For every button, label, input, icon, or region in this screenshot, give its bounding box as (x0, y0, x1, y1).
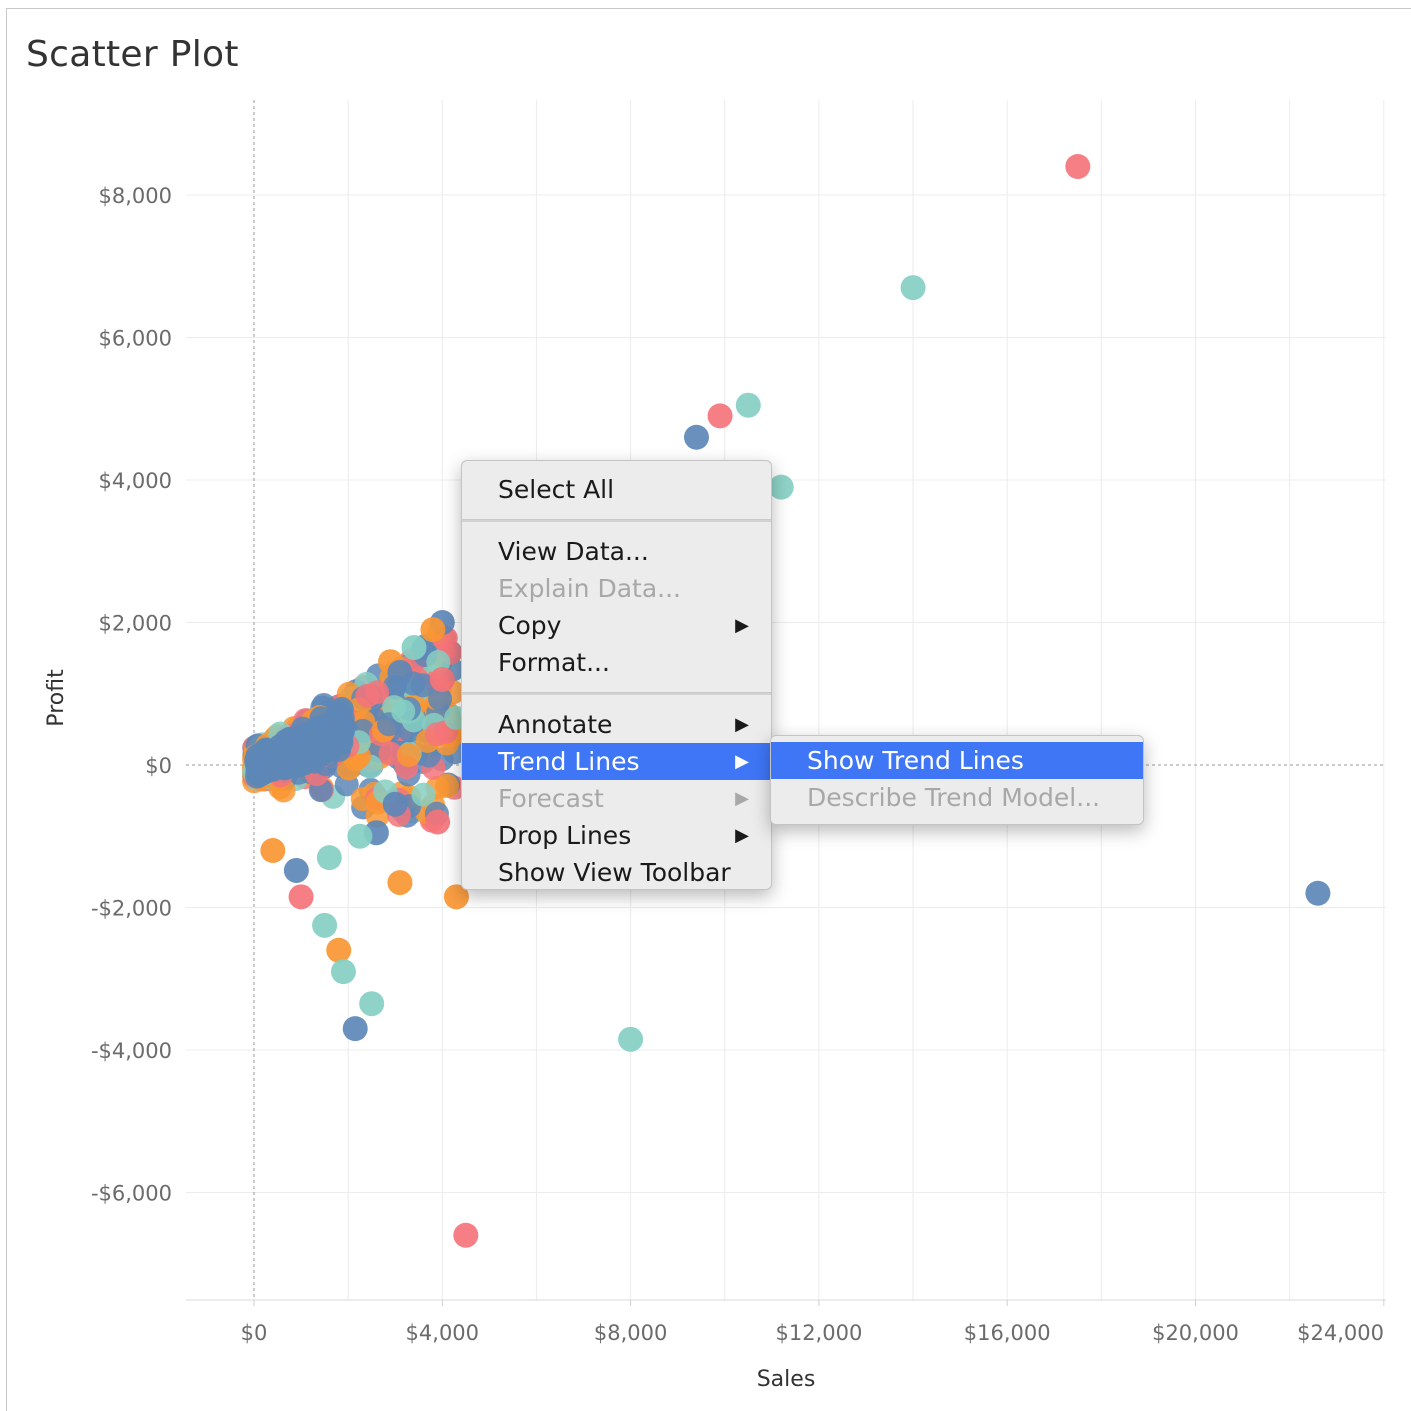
menu-separator (462, 692, 771, 695)
data-point[interactable] (387, 870, 413, 896)
menu-item-forecast[interactable]: Forecast ▶ (462, 780, 771, 817)
cluster-point[interactable] (428, 686, 453, 711)
menu-item-label: Explain Data... (498, 574, 681, 603)
data-point[interactable] (342, 1016, 368, 1042)
trend-lines-submenu[interactable]: Show Trend Lines Describe Trend Model... (770, 735, 1144, 825)
menu-separator (462, 519, 771, 522)
menu-item-format[interactable]: Format... (462, 644, 771, 681)
data-point[interactable] (443, 884, 469, 910)
menu-item-annotate[interactable]: Annotate ▶ (462, 706, 771, 743)
y-tick-label: $6,000 (99, 327, 172, 351)
y-axis-title: Profit (44, 669, 69, 727)
data-point[interactable] (429, 667, 455, 692)
cluster-point[interactable] (410, 673, 435, 698)
submenu-arrow-icon: ▶ (735, 825, 749, 846)
x-tick-label: $4,000 (406, 1321, 479, 1345)
data-point[interactable] (735, 392, 761, 418)
x-tick-label: $20,000 (1152, 1321, 1239, 1345)
axis-ticks: $8,000 $6,000 $4,000 $2,000 $0 -$2,000 -$4,000… (91, 184, 1385, 1345)
data-point[interactable] (768, 474, 794, 500)
y-tick-label: $0 (145, 754, 172, 778)
menu-item-select-all[interactable]: Select All (462, 471, 771, 508)
submenu-arrow-icon: ▶ (735, 714, 749, 735)
menu-item-label: Annotate (498, 710, 613, 739)
data-point[interactable] (387, 659, 413, 685)
data-point[interactable] (316, 845, 342, 871)
submenu-arrow-icon: ▶ (735, 751, 749, 772)
menu-item-show-trend-lines[interactable]: Show Trend Lines (771, 742, 1143, 779)
cluster-point[interactable] (328, 718, 353, 743)
data-point[interactable] (401, 634, 427, 660)
context-menu[interactable]: Select All View Data... Explain Data... Cop… (461, 460, 772, 890)
data-point[interactable] (1305, 880, 1331, 906)
menu-item-label: Select All (498, 475, 615, 504)
data-point[interactable] (283, 857, 309, 883)
x-tick-label: $0 (241, 1321, 268, 1345)
x-tick-label: $24,000 (1297, 1321, 1384, 1345)
menu-item-label: Drop Lines (498, 821, 632, 850)
cluster-point[interactable] (396, 743, 421, 768)
y-tick-label: $2,000 (99, 612, 172, 636)
cluster-point[interactable] (435, 773, 460, 798)
menu-item-label: Show View Toolbar (498, 858, 731, 887)
menu-item-label: Forecast (498, 784, 604, 813)
menu-item-view-data[interactable]: View Data... (462, 533, 771, 570)
data-point[interactable] (330, 959, 356, 985)
menu-item-describe-trend-model[interactable]: Describe Trend Model... (771, 779, 1143, 816)
menu-item-trend-lines[interactable]: Trend Lines ▶ (462, 743, 771, 780)
menu-item-label: Describe Trend Model... (807, 783, 1101, 812)
data-point[interactable] (684, 424, 710, 450)
sheet-title: Scatter Plot (26, 34, 239, 75)
cluster-point[interactable] (282, 739, 307, 764)
menu-item-explain-data[interactable]: Explain Data... (462, 570, 771, 607)
data-point[interactable] (425, 809, 451, 835)
dense-point-cluster[interactable] (242, 621, 469, 833)
data-point[interactable] (618, 1026, 644, 1052)
menu-item-show-view-toolbar[interactable]: Show View Toolbar (462, 854, 771, 891)
y-tick-label: -$2,000 (91, 897, 172, 921)
data-point[interactable] (453, 1222, 479, 1248)
cluster-point[interactable] (391, 699, 416, 724)
x-tick-label: $16,000 (964, 1321, 1051, 1345)
data-point[interactable] (312, 912, 338, 938)
y-tick-label: -$4,000 (91, 1039, 172, 1063)
y-tick-label: $8,000 (99, 184, 172, 208)
x-tick-label: $8,000 (594, 1321, 667, 1345)
data-points[interactable] (260, 154, 1331, 1248)
data-point[interactable] (347, 823, 373, 849)
menu-item-label: Trend Lines (498, 747, 640, 776)
x-tick-label: $12,000 (775, 1321, 862, 1345)
cluster-point[interactable] (365, 680, 390, 705)
data-point[interactable] (1065, 154, 1091, 179)
data-point[interactable] (326, 937, 352, 963)
submenu-arrow-icon: ▶ (735, 788, 749, 809)
data-point[interactable] (288, 884, 314, 910)
data-point[interactable] (260, 838, 286, 863)
menu-item-label: Format... (498, 648, 610, 677)
y-tick-label: $4,000 (99, 469, 172, 493)
data-point[interactable] (359, 991, 385, 1017)
submenu-arrow-icon: ▶ (735, 615, 749, 636)
cluster-point[interactable] (378, 741, 403, 766)
menu-item-label: Show Trend Lines (807, 746, 1024, 775)
menu-item-label: View Data... (498, 537, 649, 566)
data-point[interactable] (420, 617, 446, 643)
menu-item-label: Copy (498, 611, 562, 640)
menu-item-copy[interactable]: Copy ▶ (462, 607, 771, 644)
cluster-point[interactable] (411, 782, 436, 807)
data-point[interactable] (707, 403, 733, 429)
menu-item-drop-lines[interactable]: Drop Lines ▶ (462, 817, 771, 854)
cluster-point[interactable] (251, 760, 276, 785)
cluster-point[interactable] (424, 722, 449, 747)
data-point[interactable] (900, 275, 926, 301)
data-point[interactable] (382, 791, 408, 817)
y-tick-label: -$6,000 (91, 1182, 172, 1206)
x-axis-title: Sales (757, 1367, 816, 1392)
